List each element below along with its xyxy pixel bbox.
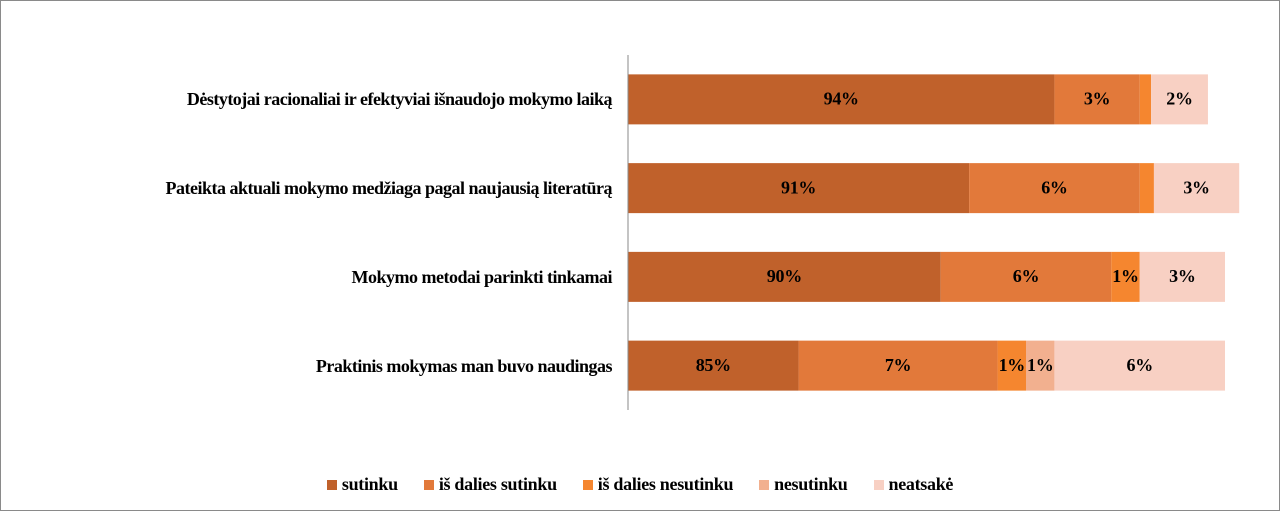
legend-label: sutinku [341,474,398,494]
bar-segment [1026,340,1055,391]
bar-segment [798,340,998,391]
legend-swatch [873,479,884,490]
data-label: 6% [1041,177,1067,197]
legend-item: sutinku [326,474,398,495]
category-label: Mokymo metodai parinkti tinkamai [351,266,612,287]
data-label: 90% [767,266,802,286]
data-label: 1% [1027,355,1053,375]
data-label: 3% [1169,266,1195,286]
data-label: 91% [781,177,816,197]
bar-segment [1151,74,1208,125]
legend: sutinku iš dalies sutinku iš dalies nesuti… [0,474,1280,495]
data-label: 3% [1183,177,1209,197]
bar-segment [1139,163,1154,214]
bar-segment [1139,251,1225,302]
legend-label: neatsakė [888,474,954,494]
data-label: 6% [1127,355,1153,375]
category-label: Praktinis mokymas man buvo naudingas [315,355,613,376]
bar-segment [1111,251,1140,302]
data-label: 7% [885,355,911,375]
category-label: Dėstytojai racionaliai ir efektyviai išn… [186,89,613,110]
legend-label: iš dalies nesutinku [597,474,734,494]
bar-segment [628,74,1055,125]
legend-item: nesutinku [759,474,848,495]
legend-swatch [582,479,593,490]
legend-label: nesutinku [774,474,848,494]
bar-segment [628,251,941,302]
bar-segment [1054,340,1225,391]
bar-segment [1054,74,1140,125]
legend-swatch [759,479,770,490]
bar-segment [628,340,799,391]
data-label: 94% [824,89,859,109]
bar-segment [628,163,970,214]
bar-segment [969,163,1140,214]
data-label: 3% [1084,89,1110,109]
data-label: 1% [1112,266,1138,286]
data-label: 6% [1013,266,1039,286]
data-label: 2% [1166,89,1192,109]
category-label: Pateikta aktuali mokymo medžiaga pagal n… [165,178,613,199]
legend-swatch [326,479,337,490]
data-label: 85% [696,355,731,375]
bar-segment [1153,163,1240,214]
legend-item: neatsakė [873,474,954,495]
bar-segment [940,251,1112,302]
legend-item: iš dalies nesutinku [582,474,734,495]
data-label: 1% [999,355,1025,375]
legend-swatch [423,479,434,490]
legend-label: iš dalies sutinku [438,474,557,494]
bar-segment [997,340,1026,391]
legend-item: iš dalies sutinku [423,474,557,495]
bar-segment [1139,74,1152,125]
